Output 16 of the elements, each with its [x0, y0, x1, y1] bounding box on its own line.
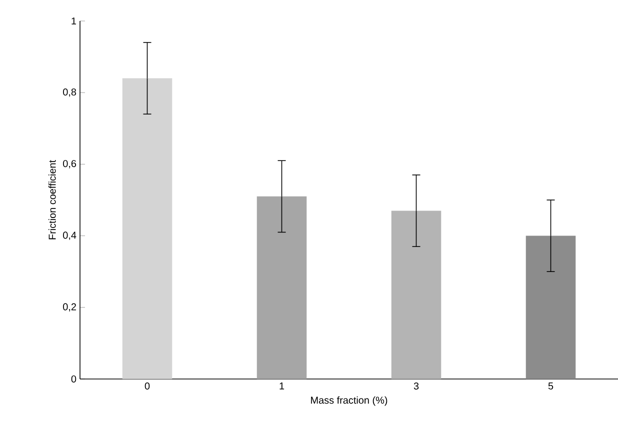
- y-tick-label: 0,6: [63, 160, 76, 168]
- bar: [122, 78, 172, 379]
- bar: [526, 236, 576, 379]
- x-tick-label: 5: [548, 382, 554, 390]
- y-tick-label: 1: [72, 18, 76, 24]
- y-tick-label: 0,4: [63, 232, 76, 240]
- bar: [256, 196, 307, 379]
- x-tick-label: 0: [144, 382, 150, 390]
- x-axis-title: Mass fraction (%): [311, 396, 388, 406]
- x-tick-label: 1: [280, 382, 284, 390]
- x-tick-label: 3: [414, 382, 419, 390]
- bar: [391, 210, 442, 379]
- y-axis-title: Friction coefficient: [48, 160, 56, 240]
- y-tick-label: 0: [71, 375, 76, 383]
- y-tick-label: 0,2: [63, 303, 76, 312]
- y-tick-label: 0,8: [63, 88, 76, 97]
